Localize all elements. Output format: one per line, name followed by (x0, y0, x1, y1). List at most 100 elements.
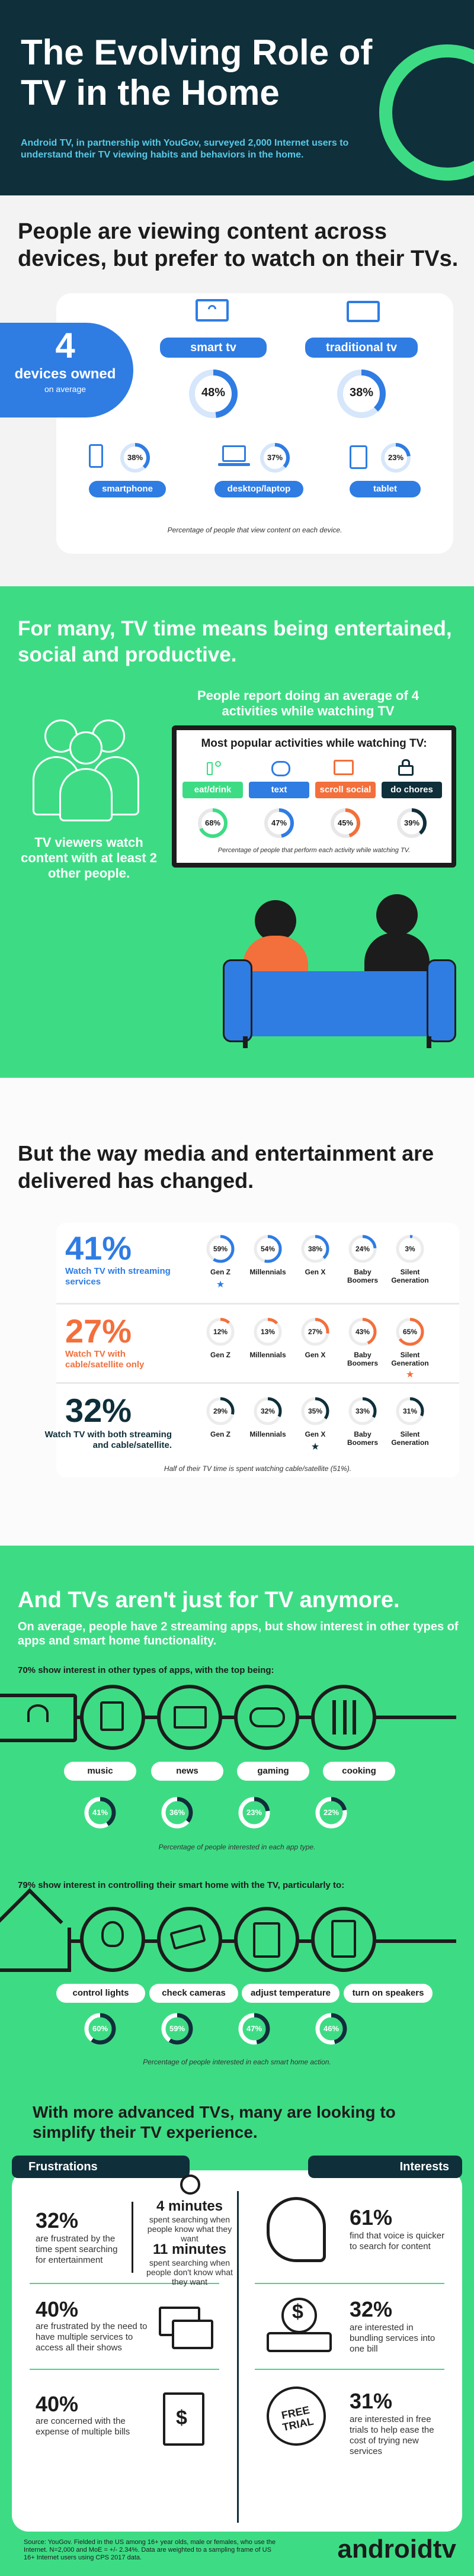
activities-board-title: Most popular activities while watching T… (201, 737, 427, 750)
social-feed-icon (334, 760, 354, 775)
people-group-illustration (33, 720, 139, 821)
home-pill-cameras: check cameras (149, 1984, 238, 2003)
desktop-pill: desktop/laptop (214, 481, 303, 497)
intro-text: Android TV, in partnership with YouGov, … (21, 138, 349, 160)
app-music-donut (84, 1797, 116, 1829)
text-bubble-icon (271, 761, 290, 776)
wifi-icon (27, 1704, 49, 1722)
smartphone-pill: smartphone (89, 481, 166, 497)
streaming-label: Watch TV with streaming services (65, 1266, 171, 1287)
home-note: Percentage of people interested in each … (143, 2058, 331, 2066)
do-chores-pct: 39% (403, 818, 420, 827)
app-music-pct: 41% (92, 1808, 108, 1817)
header: The Evolving Role of TV in the Home Andr… (0, 0, 474, 195)
apps-sub: On average, people have 2 streaming apps… (18, 1620, 459, 1647)
delivery-note: Half of their TV time is spent watching … (164, 1464, 352, 1473)
apps-intro: 70% show interest in other types of apps… (18, 1665, 274, 1675)
home-0-pct: 60% (92, 2024, 108, 2033)
decorative-ring (379, 44, 474, 181)
eat-drink-pct: 68% (204, 818, 221, 827)
thermostat-icon (234, 1907, 299, 1972)
i2-text: are interested in bundling services into… (350, 2323, 435, 2354)
devices-owned-badge: 4 devices owned on average (0, 323, 133, 417)
activity-pill-eat-drink: eat/drink (182, 782, 243, 798)
smart-tv-icon (196, 299, 229, 322)
app-cooking-donut (315, 1797, 347, 1829)
multiple-screens-icon (159, 2307, 215, 2354)
delivery-card (56, 1223, 459, 1477)
light-bulb-icon (80, 1907, 145, 1972)
home-0-donut (84, 2013, 116, 2045)
bundle-icon: $ (267, 2298, 332, 2354)
traditional-tv-donut (337, 370, 386, 418)
smart-tv-pill: smart tv (160, 338, 267, 358)
gaming-app-icon (234, 1685, 299, 1750)
devices-heading: People are viewing content across device… (18, 219, 459, 271)
t2-text: spent searching when people don't know w… (146, 2258, 233, 2286)
activity-pill-text: text (249, 782, 309, 798)
text-pct: 47% (271, 818, 287, 827)
home-3-donut (315, 2013, 347, 2045)
f1-pct: 32% (36, 2208, 79, 2233)
advanced-heading: With more advanced TVs, many are looking… (33, 2103, 396, 2141)
free-trial-text: FREE TRIAL (280, 2404, 315, 2433)
scroll-social-pct: 45% (337, 818, 354, 827)
home-pill-lights: control lights (56, 1984, 145, 2003)
i1-text: find that voice is quicker to search for… (350, 2231, 445, 2251)
app-pill-music: music (64, 1762, 136, 1781)
stopwatch-icon (180, 2174, 200, 2195)
activity-pill-do-chores: do chores (382, 782, 442, 798)
devices-owned-label: devices owned (14, 366, 116, 382)
frustrations-tab: Frustrations (12, 2156, 190, 2178)
devices-owned-sub: on average (44, 384, 87, 394)
home-3-pct: 46% (323, 2024, 340, 2033)
traditional-tv-icon (347, 301, 380, 322)
devices-card (56, 293, 453, 554)
smartphone-icon (89, 444, 103, 468)
home-2-pct: 47% (246, 2024, 262, 2033)
apps-note: Percentage of people interested in each … (158, 1843, 316, 1851)
tablet-pct: 23% (387, 453, 404, 462)
activity-pill-scroll-social: scroll social (315, 782, 376, 798)
t2-big: 11 minutes (152, 2241, 227, 2257)
smartphone-pct: 38% (127, 453, 143, 462)
tablet-donut (381, 443, 411, 473)
devices-owned-number: 4 (55, 326, 75, 365)
laptop-icon (222, 445, 246, 462)
news-app-icon (157, 1685, 222, 1750)
f2-pct: 40% (36, 2297, 79, 2321)
i3-pct: 31% (350, 2389, 393, 2413)
cooking-app-icon (311, 1685, 376, 1750)
cable-big-pct: 27% (65, 1312, 132, 1350)
app-gaming-pct: 23% (246, 1808, 262, 1817)
traditional-tv-pct: 38% (349, 386, 374, 399)
cable-label: Watch TV with cable/satellite only (65, 1349, 145, 1370)
app-pill-news: news (151, 1762, 223, 1781)
androidtv-logo: androidtv (337, 2535, 456, 2564)
smart-tv-pct: 48% (201, 386, 226, 399)
home-1-donut (161, 2013, 193, 2045)
tablet-pill: tablet (350, 481, 421, 497)
app-pill-gaming: gaming (237, 1762, 309, 1781)
home-pill-speakers: turn on speakers (344, 1984, 433, 2003)
tv-outline-icon (0, 1694, 77, 1742)
apps-heading: And TVs aren't just for TV anymore. (18, 1588, 400, 1613)
home-2-donut (238, 2013, 270, 2045)
home-1-pct: 59% (169, 2024, 185, 2033)
activities-report-text: People report doing an average of 4 acti… (197, 688, 419, 718)
couch-illustration (223, 876, 468, 1054)
text-donut (264, 808, 294, 838)
activities-heading: For many, TV time means being entertaine… (18, 617, 452, 666)
activities-note: Percentage of people that perform each a… (217, 847, 411, 854)
camera-icon (157, 1907, 222, 1972)
scroll-social-donut (331, 808, 360, 838)
i2-pct: 32% (350, 2297, 393, 2321)
people-text: TV viewers watch content with at least 2… (21, 835, 157, 881)
eat-drink-donut (198, 808, 228, 838)
voice-head-icon (261, 2191, 332, 2268)
house-outline-icon (0, 1928, 71, 1972)
f3-text: are concerned with the expense of multip… (36, 2416, 130, 2437)
app-news-pct: 36% (169, 1808, 185, 1817)
app-news-donut (161, 1797, 193, 1829)
apps-section (0, 1546, 474, 2144)
